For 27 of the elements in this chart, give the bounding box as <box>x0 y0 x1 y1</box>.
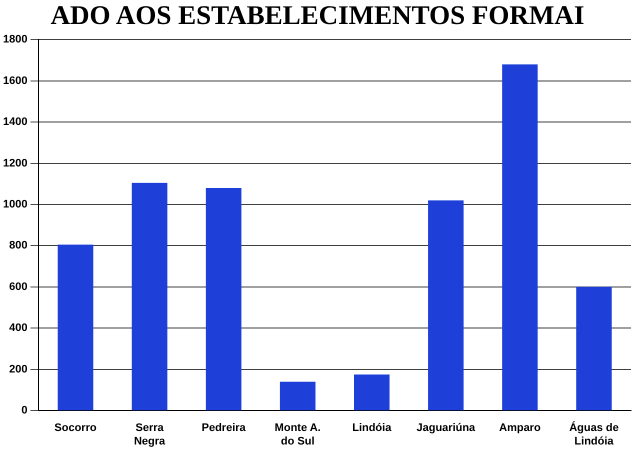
y-tick-label: 800 <box>9 240 28 252</box>
bar <box>502 64 538 410</box>
bar <box>132 182 168 410</box>
y-tick-label: 1200 <box>2 157 28 170</box>
bar <box>576 286 612 410</box>
x-tick-label: Pedreira <box>202 422 247 434</box>
bar <box>206 188 242 410</box>
y-tick-label: 1000 <box>2 198 28 211</box>
bar <box>280 382 316 410</box>
x-tick-label: Jaguariúna <box>416 422 476 434</box>
y-tick-label: 600 <box>9 280 28 293</box>
x-tick-label: Monte A. do Sul <box>274 422 321 448</box>
bar <box>354 374 390 410</box>
y-tick-label: 200 <box>9 363 28 376</box>
y-tick-label: 1800 <box>2 34 28 46</box>
bar <box>58 244 94 410</box>
chart-title: ADO AOS ESTABELECIMENTOS FORMAI <box>50 0 586 30</box>
x-tick-label: Lindóia <box>352 422 392 434</box>
bar <box>428 200 464 410</box>
y-tick-label: 400 <box>9 322 28 334</box>
x-tick-label: Socorro <box>54 422 97 434</box>
x-tick-label: Águas de Lindóia <box>569 421 619 448</box>
x-tick-label: Serra Negra <box>134 422 166 448</box>
y-tick-label: 0 <box>21 404 28 417</box>
y-tick-label: 1600 <box>2 74 28 87</box>
x-tick-label: Amparo <box>499 422 541 434</box>
y-tick-label: 1400 <box>2 116 28 128</box>
